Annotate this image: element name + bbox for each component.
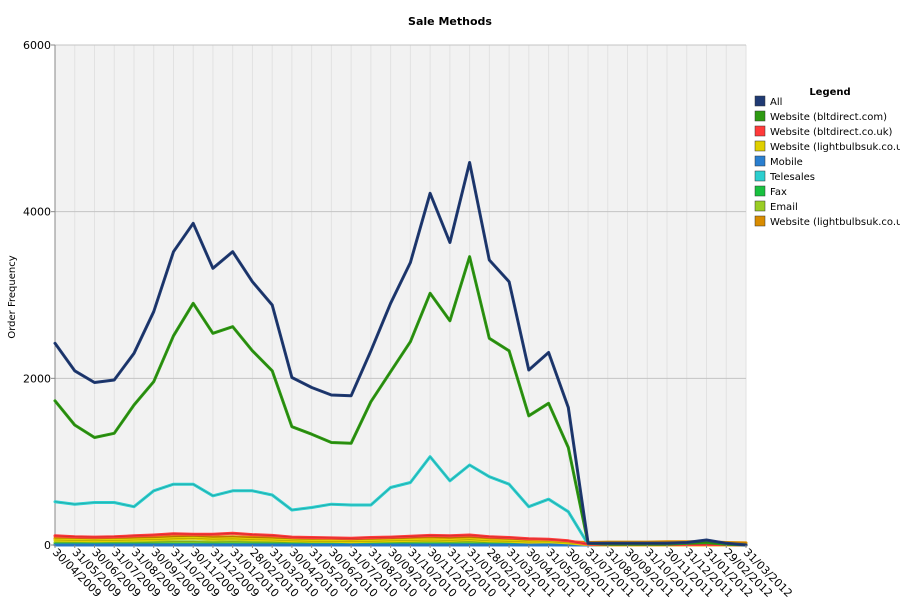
legend-item-label: Website (bltdirect.com) <box>770 112 887 123</box>
legend-swatch <box>754 185 766 197</box>
legend-swatch <box>754 125 766 137</box>
legend-swatch <box>754 95 766 107</box>
grid-lines <box>54 44 747 546</box>
legend-swatch <box>754 140 766 152</box>
legend-item-label: Website (lightbulbsuk.co.uk) <box>770 142 900 153</box>
y-tick-label: 0 <box>44 539 51 552</box>
legend-swatch <box>754 215 766 227</box>
legend-item-label: Website (bltdirect.co.uk) <box>770 127 893 138</box>
legend-item-label: All <box>770 97 782 108</box>
y-tick-label: 2000 <box>23 372 51 385</box>
legend-item-label: Email <box>770 202 798 213</box>
legend-title: Legend <box>809 87 850 98</box>
legend-swatch <box>754 170 766 182</box>
series-line <box>53 161 748 547</box>
legend-swatch <box>754 200 766 212</box>
tick-labels: 020004000600030/04/200931/05/200930/06/2… <box>23 39 795 600</box>
legend-item-label: Mobile <box>770 157 803 168</box>
chart-title: Sale Methods <box>408 15 492 28</box>
y-axis-label: Order Frequency <box>7 255 18 338</box>
y-tick-label: 4000 <box>23 206 51 219</box>
legend-swatch <box>754 110 766 122</box>
legend-swatch <box>754 155 766 167</box>
legend: Legend All Website (bltdirect.com) Website… <box>754 87 900 228</box>
plot-background <box>55 45 746 545</box>
y-tick-label: 6000 <box>23 39 51 52</box>
legend-item-label: Telesales <box>769 172 815 183</box>
legend-item-label: Fax <box>770 187 787 198</box>
series-lines <box>53 161 748 547</box>
legend-item-label: Website (lightbulbsuk.co.u <box>770 217 900 228</box>
series-line-highlight <box>54 162 747 546</box>
